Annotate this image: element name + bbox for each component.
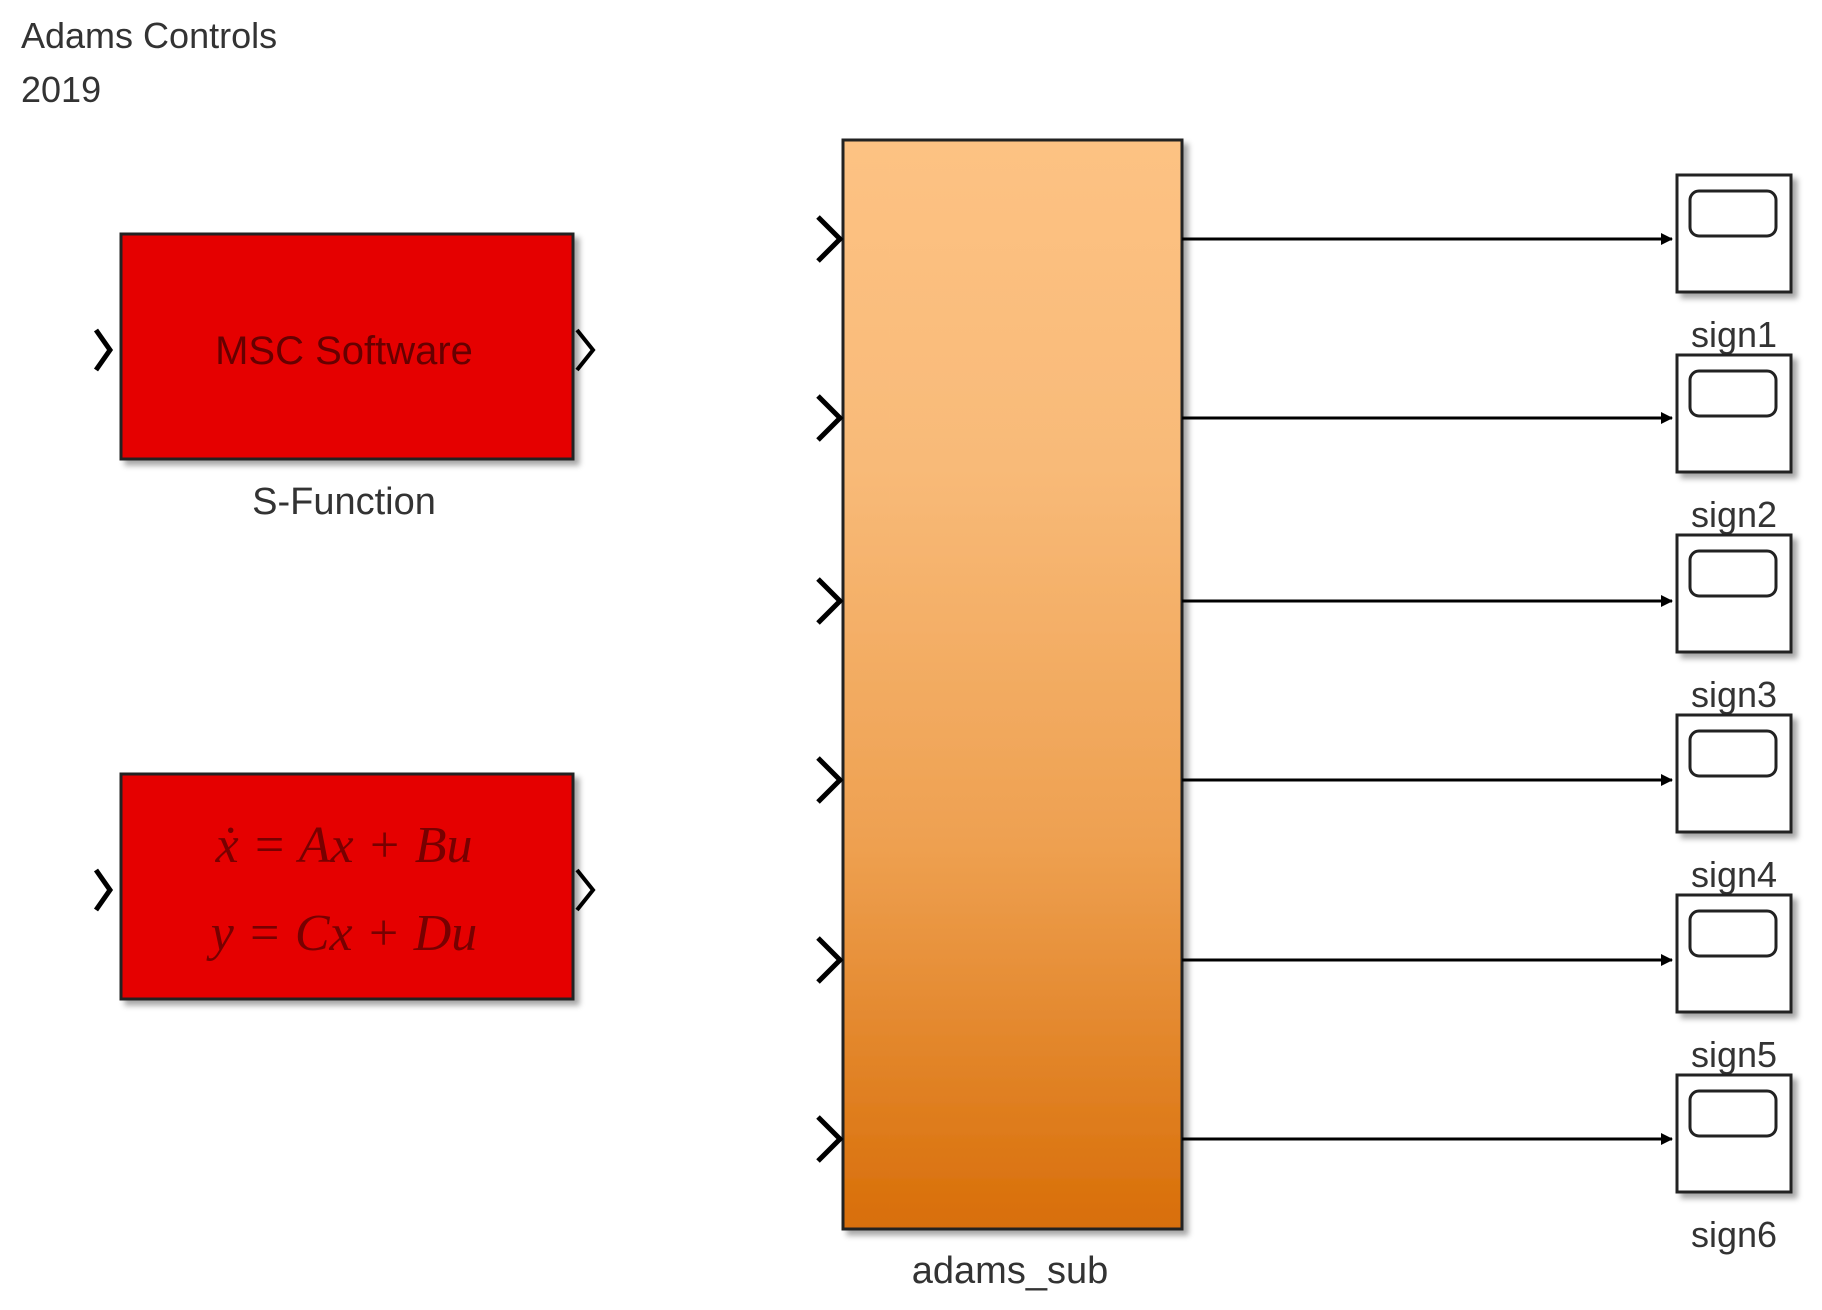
scope-label: sign1 <box>1691 314 1777 355</box>
input-port <box>93 868 114 912</box>
input-port <box>816 394 844 442</box>
block-body <box>119 232 575 461</box>
block-label: S-Function <box>252 481 436 523</box>
equation: ẋ = Ax + Bu <box>215 817 473 874</box>
scope-screen <box>1688 369 1778 418</box>
scope-label: sign3 <box>1691 674 1777 715</box>
scope-block[interactable] <box>1675 893 1793 1014</box>
scope-label: sign2 <box>1691 494 1777 535</box>
scope-label: sign6 <box>1691 1214 1777 1255</box>
scope-screen <box>1688 729 1778 778</box>
input-port <box>816 1115 844 1163</box>
subsystem-block[interactable] <box>816 138 1184 1231</box>
input-port <box>816 215 844 263</box>
output-port <box>575 868 596 912</box>
block-body <box>841 138 1184 1231</box>
input-port <box>816 577 844 625</box>
input-port <box>93 328 114 372</box>
title-line: Adams Controls <box>21 15 277 56</box>
scope-block[interactable] <box>1675 173 1793 294</box>
scope-block[interactable] <box>1675 713 1793 834</box>
scope-screen <box>1688 1089 1778 1138</box>
equation: y = Cx + Du <box>206 905 478 962</box>
title-line: 2019 <box>21 69 101 110</box>
scope-screen <box>1688 549 1778 598</box>
scope-screen <box>1688 909 1778 958</box>
s-function-block[interactable]: MSC Software <box>93 232 596 461</box>
block-label: adams_sub <box>912 1250 1108 1292</box>
scope-block[interactable] <box>1675 353 1793 474</box>
scope-block[interactable] <box>1675 533 1793 654</box>
input-port <box>816 936 844 984</box>
input-port <box>816 756 844 804</box>
output-port <box>575 328 596 372</box>
block-text: MSC Software <box>215 329 473 373</box>
scope-block[interactable] <box>1675 1073 1793 1194</box>
scope-screen <box>1688 189 1778 238</box>
block-body <box>119 772 575 1001</box>
state-space-block[interactable]: ẋ = Ax + Bu y = Cx + Du <box>93 772 596 1001</box>
scope-label: sign5 <box>1691 1034 1777 1075</box>
scope-label: sign4 <box>1691 854 1777 895</box>
